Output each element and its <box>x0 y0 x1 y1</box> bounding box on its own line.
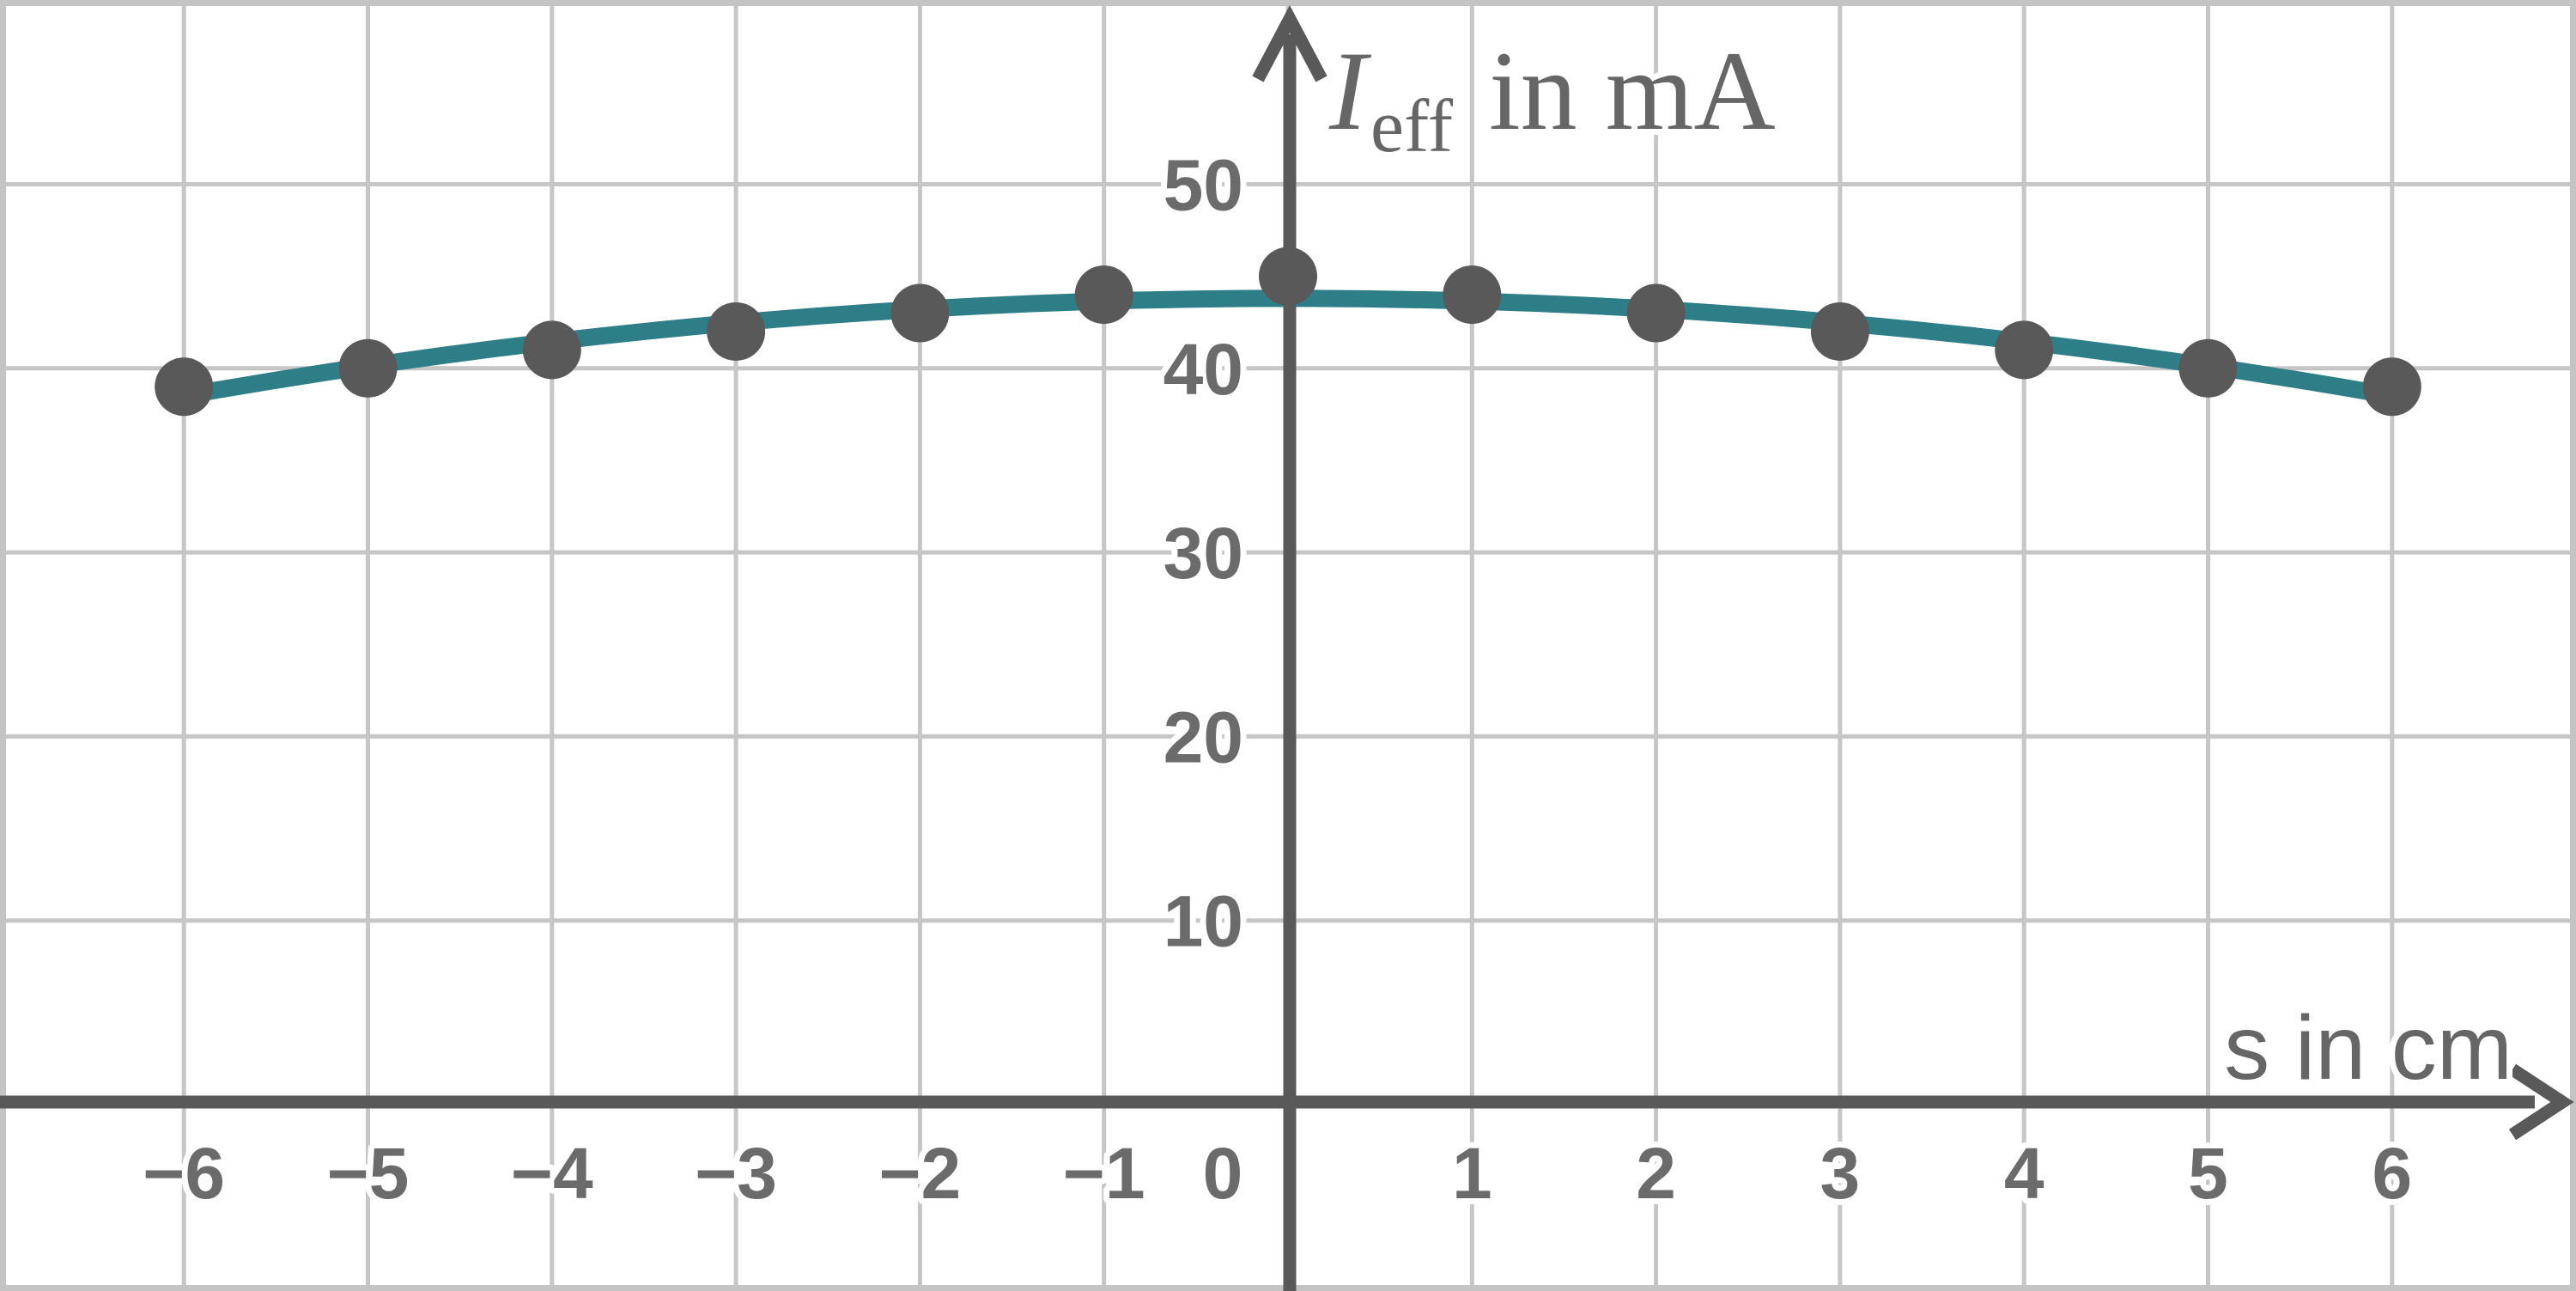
x-tick-label: −6 <box>143 1133 225 1214</box>
data-point <box>522 320 581 380</box>
data-point <box>338 338 398 398</box>
data-point <box>890 283 950 343</box>
data-point <box>2362 357 2421 417</box>
y-axis-title: Ieff in mA <box>1328 27 1776 168</box>
y-tick-label: 10 <box>1163 881 1243 962</box>
y-tick-label: 30 <box>1163 513 1243 594</box>
x-tick-label: 5 <box>2188 1133 2228 1214</box>
y-axis-arrow-icon <box>1252 4 1327 82</box>
x-tick-label: 2 <box>1636 1133 1676 1214</box>
data-point <box>1259 247 1317 306</box>
data-point <box>707 301 766 361</box>
x-tick-label: −4 <box>511 1133 593 1214</box>
y-tick-label: 20 <box>1163 697 1243 777</box>
y-tick-label: 40 <box>1163 329 1243 410</box>
y-axis-subscript: eff <box>1370 85 1454 168</box>
y-tick-labels: 10 20 30 40 50 <box>1157 139 1249 968</box>
data-point <box>1810 301 1869 361</box>
x-tick-label: 4 <box>2004 1133 2044 1214</box>
x-tick-label: 0 <box>1203 1133 1243 1214</box>
data-point <box>1074 265 1133 325</box>
data-points <box>155 247 2421 417</box>
x-tick-label: −1 <box>1063 1133 1145 1214</box>
data-point <box>2178 338 2238 398</box>
data-point <box>155 357 214 417</box>
axes <box>0 4 2574 1291</box>
x-tick-label: 1 <box>1452 1133 1492 1214</box>
y-axis-unit: in mA <box>1489 27 1776 154</box>
x-tick-label: −2 <box>879 1133 962 1214</box>
x-axis-title: s in cm <box>2224 997 2512 1099</box>
data-point <box>1995 320 2054 380</box>
x-tick-label: 6 <box>2372 1133 2412 1214</box>
x-tick-label: −3 <box>695 1133 777 1214</box>
data-point <box>1626 283 1686 343</box>
y-tick-label: 50 <box>1163 145 1243 226</box>
y-axis-symbol: I <box>1328 27 1372 154</box>
x-tick-labels: −6 −5 −4 −3 −2 −1 0 1 2 3 4 5 6 <box>137 1127 2418 1220</box>
x-tick-label: 3 <box>1820 1133 1861 1214</box>
data-point <box>1443 265 1502 325</box>
x-axis-arrow-icon <box>2508 1063 2574 1141</box>
x-tick-label: −5 <box>327 1133 410 1214</box>
